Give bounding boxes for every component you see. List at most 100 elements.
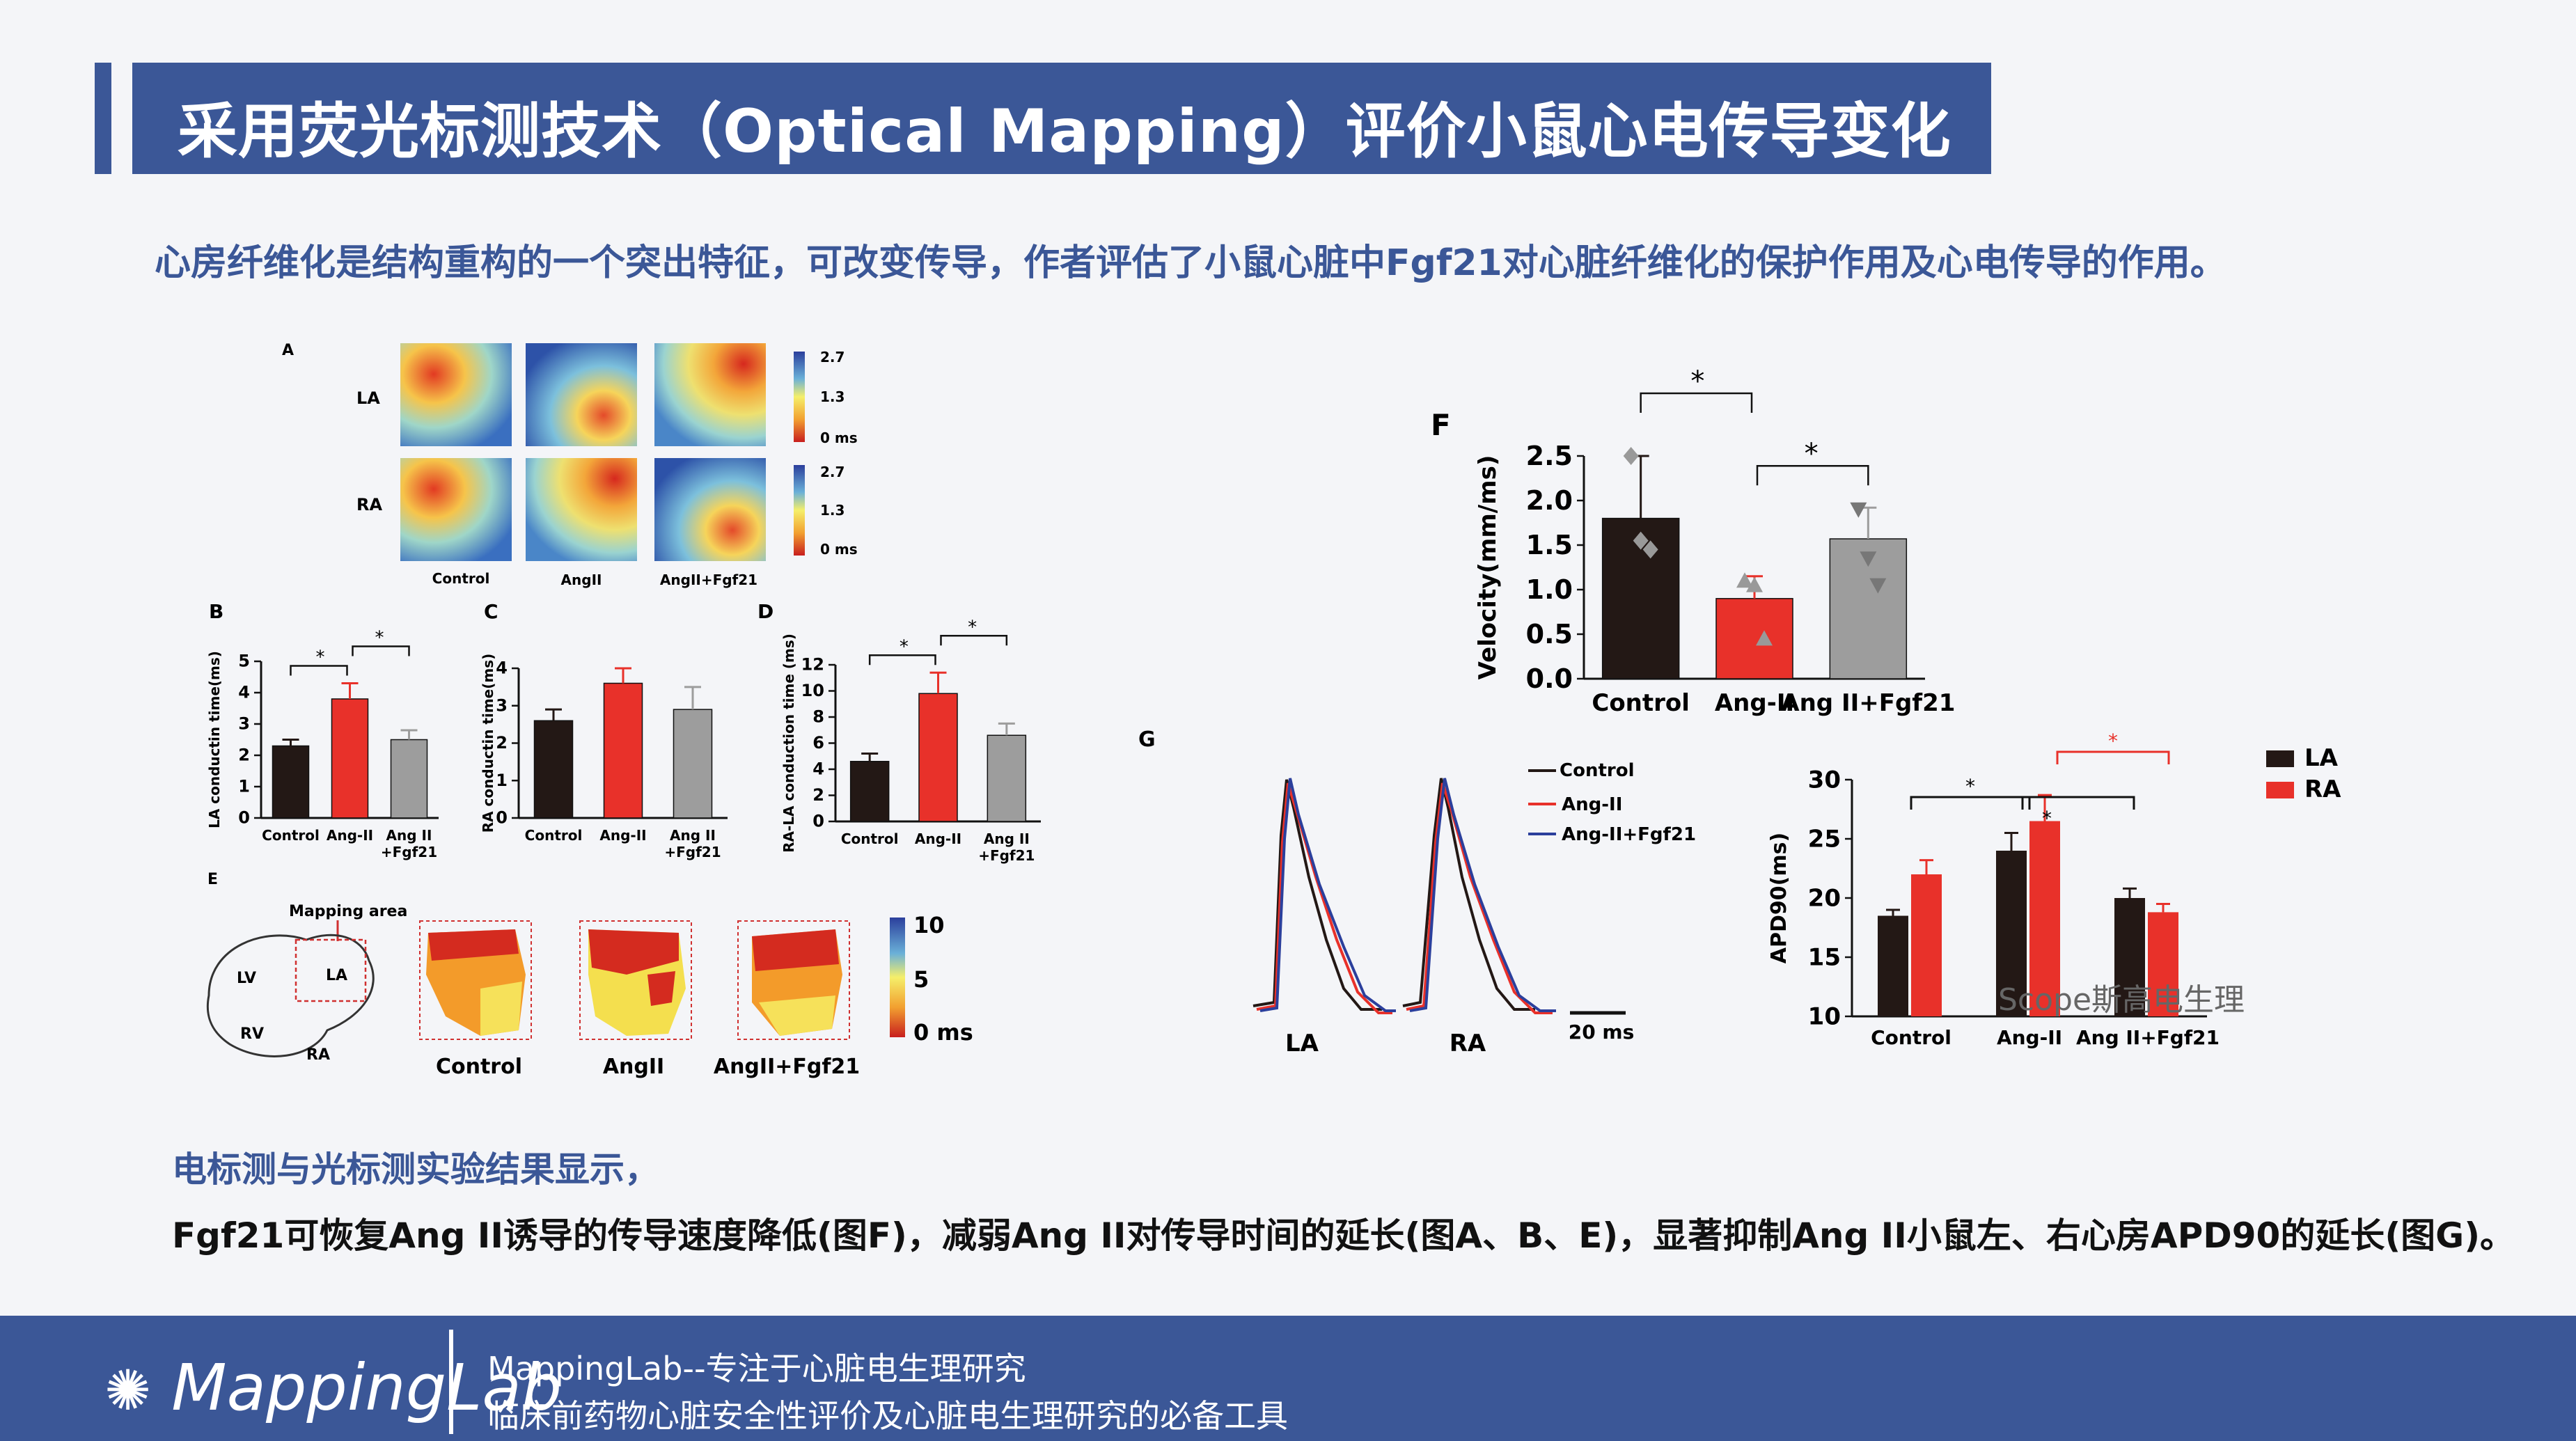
activation-box-fgf21 <box>737 920 850 1040</box>
trace-ra-ang <box>1406 782 1553 1014</box>
panel-e-col-control: Control <box>436 1055 522 1079</box>
panel-c-label: C <box>484 600 498 623</box>
chart-g-bar-la <box>1878 915 1908 1016</box>
chart-g-bar-la <box>1996 851 2027 1016</box>
chart-g-ytick-label: 20 <box>1808 884 1841 912</box>
chart-d-ytick-label: 0 <box>812 812 824 831</box>
panel-f-label: F <box>1431 408 1451 442</box>
slide-title: 采用荧光标测技术（Optical Mapping）评价小鼠心电传导变化 <box>178 97 1951 166</box>
chart-g-legend-swatch <box>2266 782 2294 798</box>
chart-d-ytick-label: 2 <box>812 785 824 805</box>
chart-b-ytick-label: 1 <box>238 777 250 796</box>
chart-b-ytick-label: 5 <box>238 652 250 671</box>
chart-f-sig-1: * <box>1690 365 1704 397</box>
panel-e-label: E <box>207 871 218 888</box>
chart-b-ylabel: LA conductin time(ms) <box>206 651 223 828</box>
chart-f-xtick-label: Ang-II <box>1715 689 1794 717</box>
chart-g-xtick-label: Ang-II <box>1997 1026 2062 1049</box>
chart-c-bar <box>603 682 643 819</box>
chart-f-point-tri-down <box>1860 551 1877 567</box>
chart-b-bracket-1 <box>290 665 348 676</box>
footer-bar <box>0 1316 2576 1441</box>
activation-map-angii-patch <box>647 971 675 1006</box>
chart-d-bar <box>918 693 958 822</box>
chart-f-ytick-label: 0.5 <box>1526 619 1573 649</box>
heatmap-ra-fgf21 <box>654 458 766 561</box>
chart-g-ytick-label: 30 <box>1808 766 1841 794</box>
chart-d-ylabel: RA-LA conduction time (ms) <box>780 633 797 853</box>
chart-d-bracket-1 <box>868 654 936 666</box>
results-body: Fgf21可恢复Ang II诱导的传导速度降低(图F)，减弱Ang II对传导时… <box>172 1215 2515 1256</box>
scale-bar-label: 20 ms <box>1569 1021 1635 1044</box>
panel-e-colorbar <box>890 918 905 1037</box>
chart-f-point-triangle <box>1746 576 1763 592</box>
chart-g-legend-label: LA <box>2304 744 2339 772</box>
heatmap-la-control <box>400 343 512 446</box>
chart-f-point-triangle <box>1736 572 1753 588</box>
chart-g-ylabel: APD90(ms) <box>1767 833 1791 963</box>
panel-a-label: A <box>282 342 294 359</box>
chart-f-point-triangle <box>1756 630 1773 646</box>
action-potential-traces <box>1252 778 1556 1014</box>
panel-a-col-fgf21: AngII+Fgf21 <box>660 572 757 588</box>
chart-g-bar-ra <box>2029 821 2060 1016</box>
mapping-area-box <box>294 938 367 1002</box>
chart-b-ytick-label: 3 <box>238 714 250 734</box>
heatmap-ra-control <box>400 458 512 561</box>
chart-d-bar <box>987 734 1027 822</box>
chart-g-bar-la <box>2114 898 2145 1016</box>
chart-b-bracket-2 <box>352 645 410 656</box>
chart-b-sig-2: * <box>375 628 384 649</box>
chart-b-xtick-label: Control <box>262 827 320 844</box>
chart-c-xtick-label: +Fgf21 <box>664 844 721 860</box>
chart-f-ytick-label: 1.5 <box>1526 530 1573 560</box>
chart-f-point-diamond <box>1633 531 1649 550</box>
chart-d-bracket-2 <box>940 635 1008 646</box>
chart-f-ylabel: Velocity(mm/ms) <box>1474 455 1502 680</box>
chart-f-ytick-label: 2.0 <box>1526 485 1573 516</box>
chart-f-ytick-label: 2.5 <box>1526 441 1573 471</box>
chart-c-ytick-label: 2 <box>496 733 508 753</box>
footer-logo: ✺ MappingLab <box>104 1351 562 1425</box>
panel-a-row-ra: RA <box>356 495 382 514</box>
chart-f: F 0.0 0.5 1.0 1.5 2.0 2.5 Velocity(mm/ms) Contro… <box>1431 365 1955 717</box>
mapping-area-label: Mapping area <box>289 903 407 920</box>
chart-d-xtick-label: Control <box>841 830 899 847</box>
chart-g-bracket-3 <box>2056 750 2170 764</box>
chart-c-ytick-label: 0 <box>496 808 508 828</box>
panel-a-tick-mid: 1.3 <box>820 388 845 405</box>
panel-a-col-angii: AngII <box>561 572 602 588</box>
trace-ra-control <box>1402 778 1535 1011</box>
title-accent-bar <box>95 63 111 174</box>
panel-e-col-angii: AngII <box>603 1055 664 1079</box>
chart-g-bar-ra <box>2148 912 2178 1016</box>
chart-g-bracket-2 <box>2021 796 2135 810</box>
panel-d-label: D <box>757 600 773 623</box>
footer-divider <box>449 1330 453 1434</box>
chart-g: 10 15 20 25 30 APD90(ms) Control Ang-II Ang II+F… <box>1767 730 2341 1049</box>
chart-c-ylabel: RA conductin time(ms) <box>480 654 496 833</box>
chart-b-xtick-label: Ang II <box>386 827 432 844</box>
chart-f-ytick-label: 0.0 <box>1526 663 1573 694</box>
activation-map-control-early <box>428 929 519 961</box>
chart-d-xtick-label: +Fgf21 <box>978 847 1035 864</box>
chart-c-bar <box>533 720 574 819</box>
activation-map-fgf21-late <box>759 995 835 1036</box>
chart-g-sig-2: * <box>2042 807 2052 830</box>
logo-gear-icon: ✺ <box>104 1358 152 1423</box>
panel-a-tick-hi: 2.7 <box>820 349 845 365</box>
panel-e-tick-hi: 10 <box>913 912 945 938</box>
legend-fgf: Ang-II+Fgf21 <box>1562 824 1696 845</box>
chart-f-ytick-label: 1.0 <box>1526 574 1573 605</box>
chart-d-ytick-label: 6 <box>812 733 824 753</box>
chart-b-bar <box>390 739 428 819</box>
chart-c-ytick-label: 4 <box>496 659 508 678</box>
chart-b-bar <box>272 745 310 819</box>
panel-b-label: B <box>209 600 223 623</box>
chart-g-bracket-1 <box>1910 796 2031 810</box>
legend-control: Control <box>1560 760 1634 781</box>
footer-line-1: MappingLab--专注于心脏电生理研究 <box>487 1350 1026 1387</box>
panel-a-tick-lo: 0 ms <box>820 430 858 446</box>
chart-g-bar-ra <box>1911 874 1942 1016</box>
